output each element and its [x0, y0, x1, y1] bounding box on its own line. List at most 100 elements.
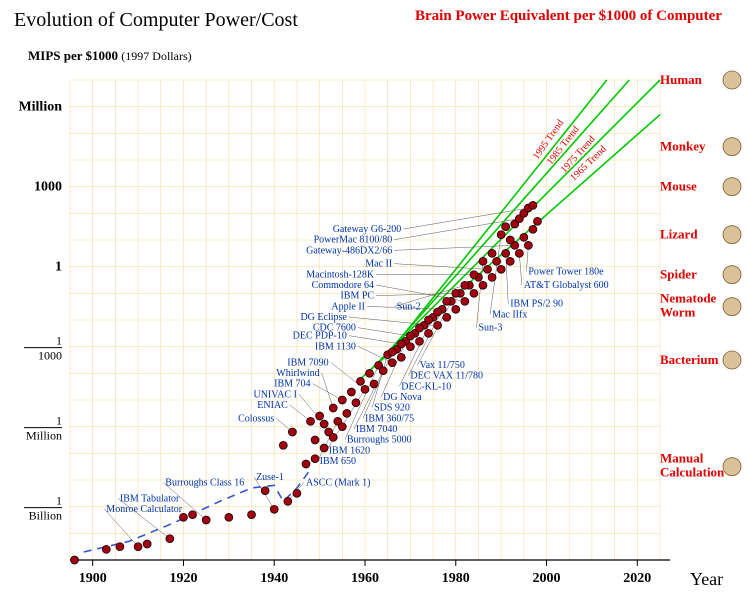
data-point	[434, 321, 442, 329]
y-tick: 1	[55, 260, 62, 275]
data-label: ASCC (Mark 1)	[306, 477, 370, 488]
data-point	[524, 241, 532, 249]
x-tick: 2020	[623, 571, 651, 586]
brain-level-label: Spider	[660, 267, 697, 282]
data-label: DEC-KL-10	[401, 381, 451, 392]
x-tick: 2000	[533, 571, 561, 586]
data-label: IBM 1130	[315, 341, 356, 352]
data-point	[311, 455, 319, 463]
data-point	[397, 353, 405, 361]
data-point	[443, 313, 451, 321]
data-point	[452, 289, 460, 297]
data-point	[434, 308, 442, 316]
data-point	[347, 388, 355, 396]
data-point	[488, 249, 496, 257]
hand-icon	[723, 458, 741, 476]
y-tick: Million	[26, 429, 62, 443]
y-tick: 1000	[34, 180, 62, 195]
data-point	[307, 417, 315, 425]
brain-level-label: Mouse	[660, 179, 697, 194]
data-label: Gateway-486DX2/66	[306, 245, 392, 256]
data-label: SDS 920	[374, 403, 410, 414]
data-label: IBM 650	[320, 456, 356, 467]
monkey-icon	[723, 138, 741, 156]
data-point	[71, 556, 79, 564]
data-point	[302, 460, 310, 468]
data-label: Sun-3	[478, 323, 502, 334]
x-tick: 1940	[260, 571, 288, 586]
data-label: IBM 360/75	[365, 413, 414, 424]
data-label: UNIVAC I	[253, 389, 296, 400]
brain-title: Brain Power Equivalent per $1000 of Comp…	[415, 8, 722, 24]
data-point	[425, 329, 433, 337]
lizard-icon	[723, 226, 741, 244]
data-point	[248, 511, 256, 519]
data-point	[461, 281, 469, 289]
brain-level-label: Manual	[660, 451, 704, 466]
data-label: Apple II	[331, 301, 365, 312]
data-point	[320, 420, 328, 428]
data-label: Vax 11/750	[419, 360, 464, 371]
data-label: IBM Tabulator	[120, 493, 180, 504]
data-point	[452, 305, 460, 313]
data-label: IBM 704	[274, 379, 310, 390]
chart-svg: 19001920194019601980200020201Billion1Mil…	[0, 0, 750, 600]
data-label: IBM 7090	[287, 357, 328, 368]
data-point	[225, 513, 233, 521]
data-label: ENIAC	[257, 400, 288, 411]
data-point	[520, 233, 528, 241]
data-label: Mac II	[365, 259, 392, 270]
data-point	[461, 297, 469, 305]
data-point	[506, 236, 514, 244]
data-point	[479, 281, 487, 289]
data-point	[288, 428, 296, 436]
data-point	[166, 535, 174, 543]
brain-level-label: Monkey	[660, 139, 706, 154]
data-point	[470, 289, 478, 297]
brain-level-label: Calculation	[660, 465, 725, 480]
data-point	[406, 332, 414, 340]
data-label: Macintosh-128K	[306, 269, 375, 280]
data-point	[370, 380, 378, 388]
y-tick: Million	[18, 100, 62, 115]
data-point	[415, 324, 423, 332]
y-tick: 1	[56, 494, 62, 508]
x-tick: 1980	[442, 571, 470, 586]
data-point	[134, 543, 142, 551]
data-point	[443, 297, 451, 305]
data-point	[529, 225, 537, 233]
worm-icon	[723, 298, 741, 316]
y-tick: 1	[56, 414, 62, 428]
data-point	[261, 487, 269, 495]
data-label: Zuse-1	[256, 472, 284, 483]
chart-title: Evolution of Computer Power/Cost	[14, 9, 298, 31]
data-point	[343, 409, 351, 417]
data-point	[202, 516, 210, 524]
x-tick: 1900	[79, 571, 107, 586]
data-point	[484, 265, 492, 273]
data-point	[397, 340, 405, 348]
data-point	[102, 545, 110, 553]
data-label: PowerMac 8100/80	[314, 235, 393, 246]
data-point	[425, 316, 433, 324]
data-label: IBM 7040	[356, 424, 397, 435]
data-point	[415, 337, 423, 345]
data-label: Whirlwind	[276, 368, 319, 379]
data-point	[284, 497, 292, 505]
data-point	[488, 273, 496, 281]
data-point	[406, 343, 414, 351]
data-point	[533, 217, 541, 225]
data-point	[116, 543, 124, 551]
bacterium-icon	[723, 351, 741, 369]
data-point	[279, 441, 287, 449]
data-point	[329, 433, 337, 441]
data-point	[502, 249, 510, 257]
brain-level-label: Nematode	[660, 291, 717, 306]
data-label: IBM PC	[340, 291, 374, 302]
data-label: CDC 7600	[313, 323, 356, 334]
data-point	[338, 423, 346, 431]
y-tick: 1000	[38, 349, 62, 363]
data-point	[515, 249, 523, 257]
data-label: Power Tower 180e	[528, 267, 604, 278]
data-point	[497, 231, 505, 239]
